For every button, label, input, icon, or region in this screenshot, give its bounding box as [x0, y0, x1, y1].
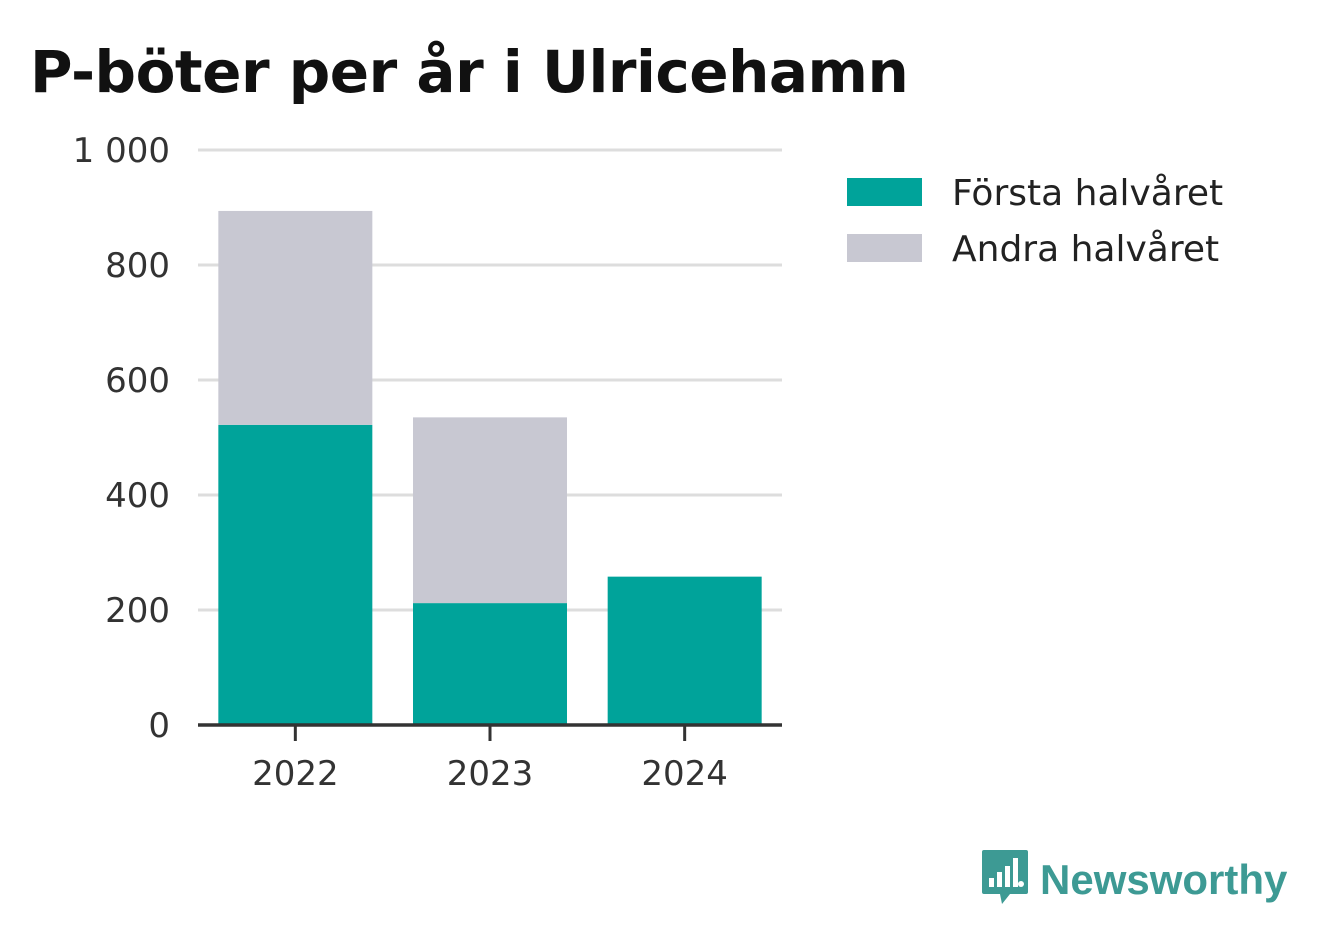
- bar-2023-series-1: [413, 603, 567, 725]
- bar-2022-series-2: [218, 210, 373, 425]
- brand-logo: Newsworthy: [980, 848, 1287, 912]
- legend-label: Första halvåret: [952, 173, 1223, 214]
- bars-layer: [218, 210, 762, 725]
- y-tick-label: 400: [105, 476, 170, 516]
- y-tick-label: 1 000: [73, 131, 170, 171]
- chart-title: P-böter per år i Ulricehamn: [30, 38, 909, 106]
- bar-2024-series-1: [607, 576, 762, 725]
- legend-label: Andra halvåret: [952, 229, 1219, 270]
- y-tick-label: 0: [148, 706, 170, 746]
- x-tick-label: 2024: [641, 754, 728, 794]
- y-tick-label: 800: [105, 246, 170, 286]
- legend-swatch: [847, 234, 922, 262]
- bar-2022-series-1: [218, 424, 373, 725]
- newsworthy-logo-icon: [980, 848, 1030, 912]
- x-tick-label: 2022: [252, 754, 339, 794]
- axis-layer: 0 200 400 600 800 1 000 2022 2023 2024: [73, 131, 782, 794]
- x-tick-label: 2023: [447, 754, 534, 794]
- y-tick-label: 200: [105, 591, 170, 631]
- legend-swatch: [847, 178, 922, 206]
- bar-2023-series-2: [413, 417, 567, 604]
- brand-name: Newsworthy: [1040, 856, 1288, 903]
- legend: Första halvåret Andra halvåret: [847, 173, 1223, 270]
- y-tick-label: 600: [105, 361, 170, 401]
